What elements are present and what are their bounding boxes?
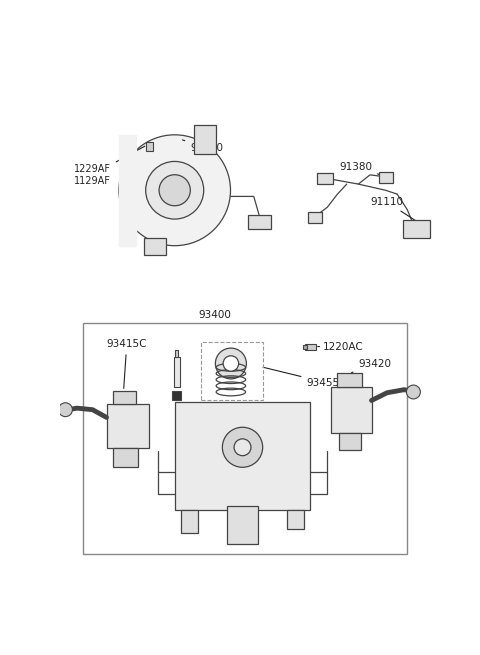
Circle shape <box>223 356 239 371</box>
Circle shape <box>222 427 263 467</box>
Circle shape <box>234 439 251 456</box>
Bar <box>175 402 311 510</box>
Text: 91110: 91110 <box>370 196 426 227</box>
Bar <box>113 448 137 466</box>
Bar <box>248 215 271 229</box>
Bar <box>339 433 360 450</box>
Circle shape <box>59 403 72 417</box>
Bar <box>107 403 149 448</box>
Bar <box>305 345 316 350</box>
Bar <box>194 125 216 154</box>
Bar <box>119 135 136 246</box>
Circle shape <box>119 135 230 246</box>
Bar <box>113 391 136 403</box>
Circle shape <box>159 175 191 206</box>
Bar <box>172 391 181 400</box>
Text: 93400: 93400 <box>199 310 231 320</box>
Bar <box>83 323 407 553</box>
Text: 1220AC: 1220AC <box>318 341 363 352</box>
Bar <box>337 373 362 386</box>
Bar <box>174 358 180 386</box>
Text: 93420: 93420 <box>351 358 391 373</box>
Bar <box>303 345 307 349</box>
Text: 93490: 93490 <box>182 140 223 153</box>
Text: 91380: 91380 <box>339 162 383 176</box>
Bar <box>403 219 431 238</box>
Bar <box>379 172 393 183</box>
Text: 93455A: 93455A <box>263 367 347 388</box>
Bar <box>331 386 372 433</box>
Bar <box>202 342 264 400</box>
Bar <box>308 212 322 223</box>
Bar <box>181 510 198 533</box>
Bar <box>317 174 333 184</box>
Bar <box>227 506 258 544</box>
Bar <box>144 238 166 255</box>
Text: 93415C: 93415C <box>107 339 147 388</box>
Bar <box>287 510 304 529</box>
Bar <box>175 350 178 358</box>
Bar <box>146 141 154 151</box>
Circle shape <box>407 385 420 399</box>
Circle shape <box>146 161 204 219</box>
Text: 1229AF
1129AF: 1229AF 1129AF <box>74 146 145 185</box>
Circle shape <box>216 348 246 379</box>
